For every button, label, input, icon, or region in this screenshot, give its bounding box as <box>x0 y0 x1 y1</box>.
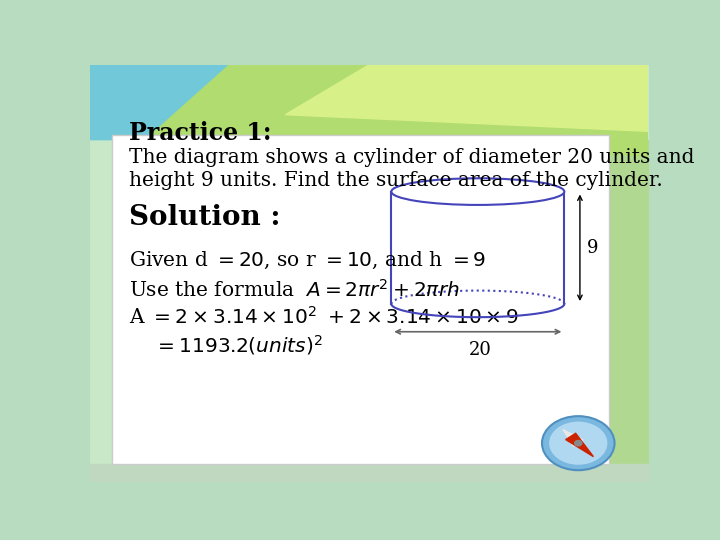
Text: 9: 9 <box>587 239 598 256</box>
Polygon shape <box>145 65 648 156</box>
Polygon shape <box>563 430 583 446</box>
Text: Solution :: Solution : <box>129 204 281 231</box>
Circle shape <box>575 441 582 446</box>
Text: $= 1193.2(units)^2$: $= 1193.2(units)^2$ <box>154 333 323 357</box>
Text: The diagram shows a cylinder of diameter 20 units and: The diagram shows a cylinder of diameter… <box>129 148 695 167</box>
Text: Practice 1:: Practice 1: <box>129 121 271 145</box>
Ellipse shape <box>392 178 564 205</box>
Polygon shape <box>566 433 593 457</box>
Circle shape <box>542 416 615 470</box>
Circle shape <box>549 421 608 465</box>
Text: Given d $= 20$, so r $= 10$, and h $= 9$: Given d $= 20$, so r $= 10$, and h $= 9$ <box>129 250 486 271</box>
Text: 20: 20 <box>469 341 492 359</box>
FancyBboxPatch shape <box>112 136 609 464</box>
Polygon shape <box>90 65 481 140</box>
Text: height 9 units. Find the surface area of the cylinder.: height 9 units. Find the surface area of… <box>129 171 663 190</box>
Text: A $= 2 \times 3.14 \times 10^2\ +2 \times 3.14 \times 10 \times 9$: A $= 2 \times 3.14 \times 10^2\ +2 \time… <box>129 306 519 328</box>
Text: Use the formula  $A = 2\pi r^2 + 2\pi rh$: Use the formula $A = 2\pi r^2 + 2\pi rh$ <box>129 279 460 301</box>
Polygon shape <box>285 65 648 131</box>
